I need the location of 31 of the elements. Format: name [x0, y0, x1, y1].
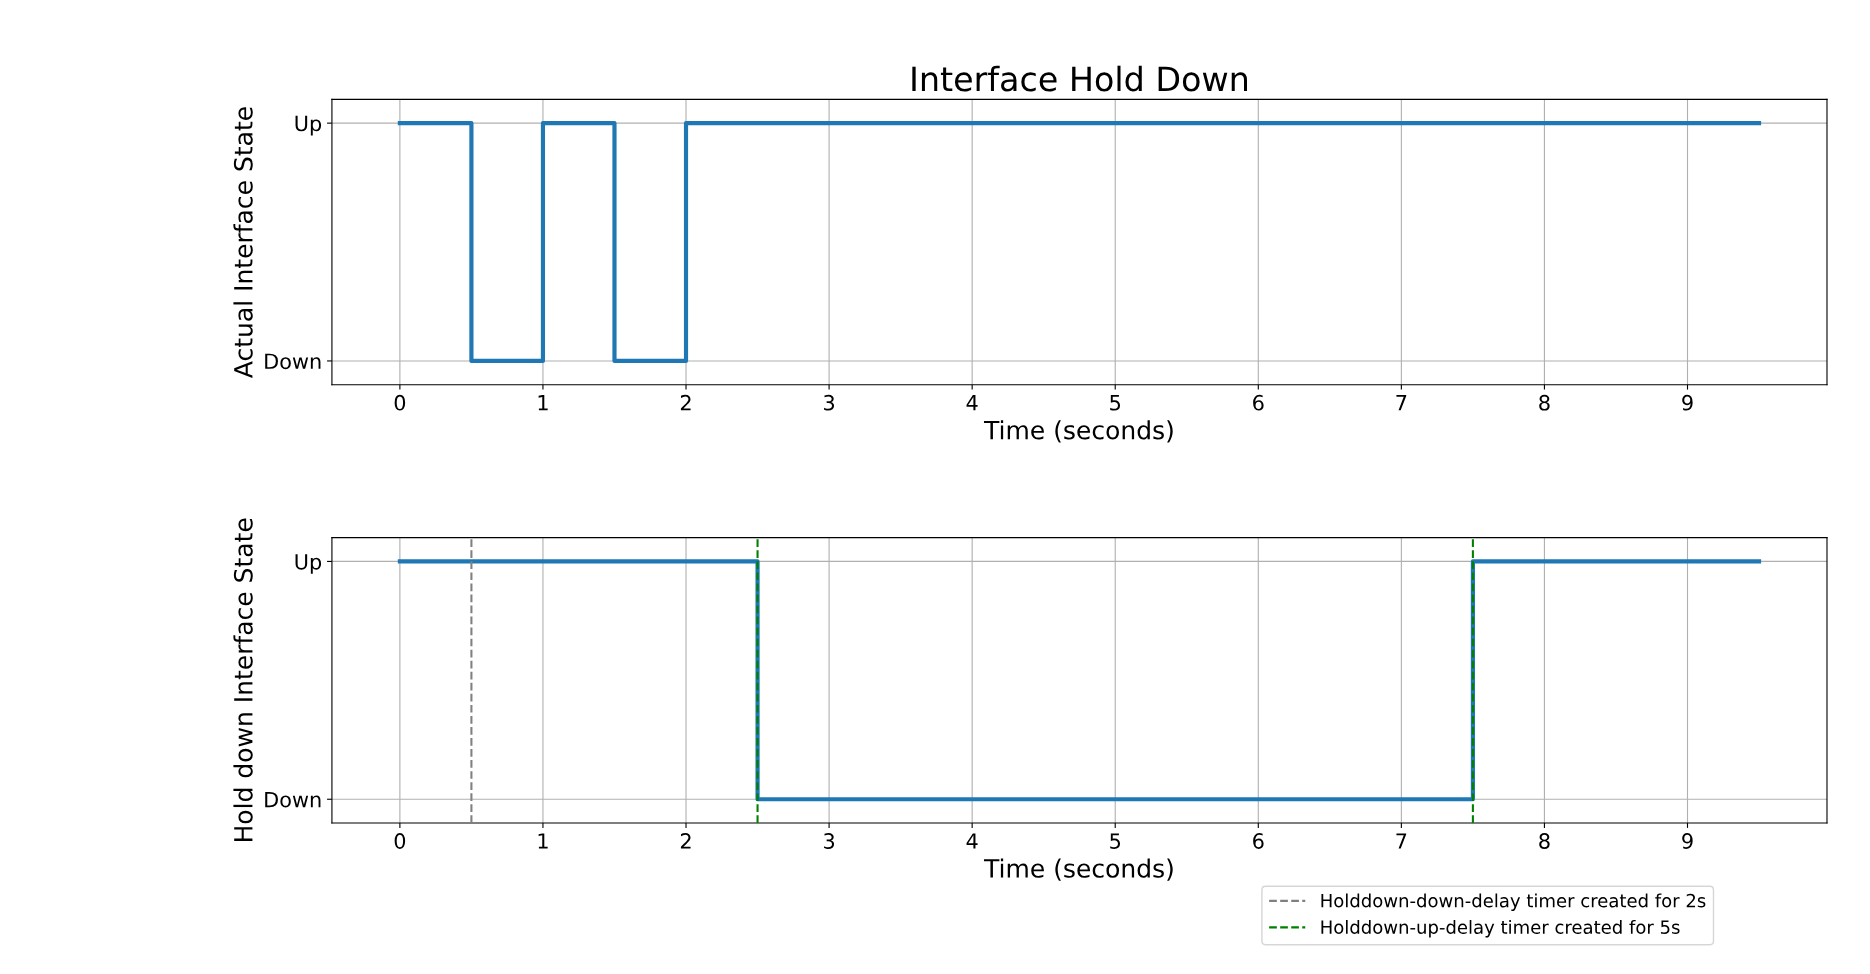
legend-label: Holddown-up-delay timer created for 5s	[1321, 920, 1680, 938]
x-tick-label: 9	[1682, 833, 1693, 849]
x-axis-title: Time (seconds)	[983, 858, 1173, 881]
x-tick-label: 0	[394, 833, 406, 849]
x-tick-label: 2	[680, 394, 691, 411]
text: Down	[265, 353, 321, 370]
y-axis-title: Actual Interface State	[233, 107, 253, 378]
x-tick-label: 5	[1110, 833, 1121, 849]
chart-title: Interface Hold Down	[912, 65, 1247, 92]
x-tick-label: 7	[1396, 833, 1407, 849]
x-tick-label: 4	[966, 833, 978, 849]
x-tick-label: 1	[538, 833, 548, 849]
legend-label: Holddown-down-delay timer created for 2s	[1321, 893, 1706, 911]
x-tick-label: 7	[1396, 395, 1407, 411]
x-tick-label: 1	[538, 395, 548, 411]
x-tick-label: 8	[1539, 394, 1550, 411]
x-tick-label: 8	[1539, 833, 1550, 849]
x-tick-label: 5	[1110, 395, 1121, 411]
x-tick-label: 9	[1682, 394, 1693, 411]
x-tick-label: 4	[966, 395, 978, 411]
x-tick-label: 3	[824, 394, 835, 411]
x-tick-label: 6	[1253, 833, 1264, 849]
x-tick-label: 6	[1253, 394, 1264, 411]
text: Down	[265, 791, 321, 808]
x-tick-label: 0	[394, 394, 406, 411]
text: Up	[295, 554, 322, 574]
text: Up	[295, 115, 322, 136]
y-axis-title: Hold down Interface State	[233, 518, 253, 842]
x-tick-label: 3	[824, 833, 835, 849]
x-axis-title: Time (seconds)	[983, 420, 1173, 443]
x-tick-label: 2	[680, 833, 691, 849]
